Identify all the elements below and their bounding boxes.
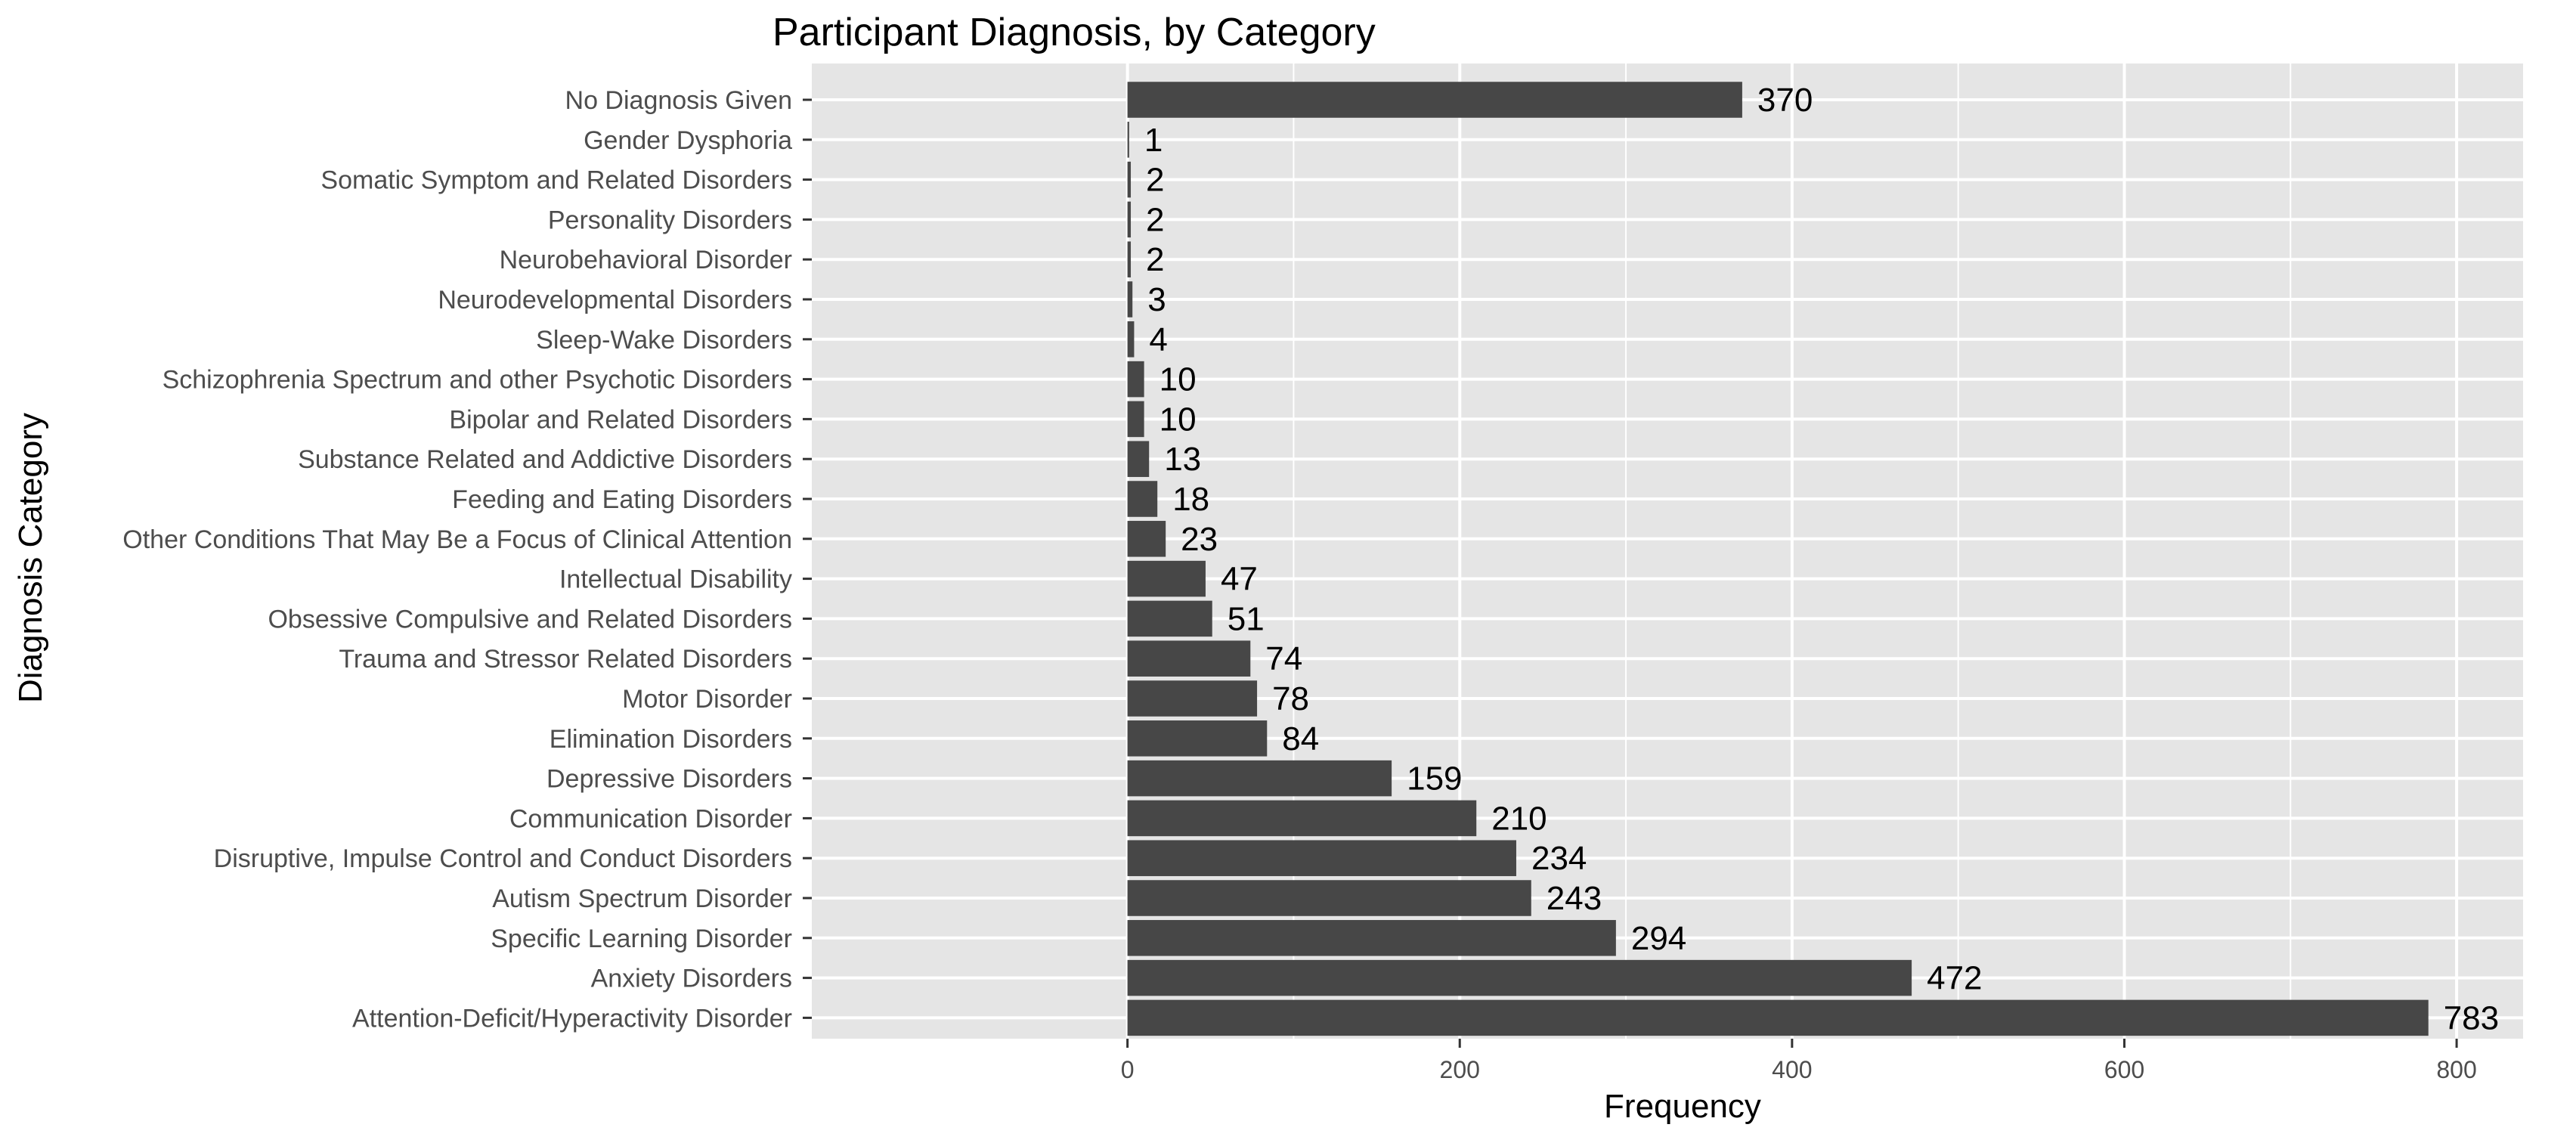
category-label: Intellectual Disability bbox=[559, 565, 792, 594]
data-label: 2 bbox=[1146, 201, 1164, 238]
bar bbox=[1127, 361, 1144, 398]
data-label: 18 bbox=[1172, 481, 1209, 518]
data-label: 3 bbox=[1147, 281, 1166, 318]
x-tick-label: 0 bbox=[1121, 1056, 1135, 1083]
category-label: Personality Disorders bbox=[548, 206, 792, 234]
bar bbox=[1127, 959, 1912, 996]
data-label: 51 bbox=[1228, 600, 1265, 637]
bar bbox=[1127, 122, 1129, 158]
bar bbox=[1127, 680, 1258, 717]
category-label: Specific Learning Disorder bbox=[491, 925, 792, 953]
bar bbox=[1127, 840, 1516, 876]
bar bbox=[1127, 920, 1616, 956]
bar bbox=[1127, 560, 1206, 597]
y-axis-categories: No Diagnosis Given Gender Dysphoria Somati… bbox=[122, 86, 812, 1033]
data-label: 472 bbox=[1927, 960, 1982, 997]
data-label: 294 bbox=[1631, 920, 1686, 957]
bar bbox=[1127, 600, 1212, 637]
data-label: 13 bbox=[1164, 441, 1201, 478]
category-label: Elimination Disorders bbox=[550, 725, 792, 754]
data-labels: 3701222341010131823475174788415921023424… bbox=[1144, 82, 2499, 1036]
data-label: 10 bbox=[1160, 361, 1197, 398]
x-tick-label: 200 bbox=[1440, 1056, 1480, 1083]
bar bbox=[1127, 999, 2429, 1036]
bar bbox=[1127, 281, 1133, 318]
bar bbox=[1127, 441, 1150, 477]
category-label: Neurobehavioral Disorder bbox=[500, 246, 792, 274]
category-label: Neurodevelopmental Disorders bbox=[438, 286, 792, 314]
category-label: Disruptive, Impulse Control and Conduct … bbox=[214, 844, 792, 873]
bar bbox=[1127, 640, 1251, 677]
x-axis-ticks: 0 200 400 600 800 bbox=[1121, 1039, 2477, 1083]
bar bbox=[1127, 82, 1742, 118]
bar bbox=[1127, 401, 1144, 438]
x-axis-title: Frequency bbox=[1604, 1088, 1761, 1125]
category-label: Other Conditions That May Be a Focus of … bbox=[122, 525, 792, 554]
data-label: 783 bbox=[2444, 999, 2499, 1036]
bar bbox=[1127, 720, 1268, 757]
category-label: Motor Disorder bbox=[622, 685, 792, 714]
category-label: Attention-Deficit/Hyperactivity Disorder bbox=[352, 1004, 792, 1033]
bar bbox=[1127, 800, 1477, 837]
category-label: Gender Dysphoria bbox=[584, 126, 792, 155]
bars bbox=[1127, 82, 2429, 1036]
data-label: 10 bbox=[1160, 401, 1197, 438]
bar bbox=[1127, 521, 1166, 557]
x-tick-label: 600 bbox=[2104, 1056, 2144, 1083]
data-label: 74 bbox=[1265, 640, 1302, 677]
bar bbox=[1127, 201, 1132, 238]
category-label: No Diagnosis Given bbox=[565, 86, 792, 115]
plot-panel bbox=[812, 64, 2523, 1039]
data-label: 2 bbox=[1146, 162, 1164, 199]
category-label: Substance Related and Addictive Disorder… bbox=[298, 445, 792, 474]
category-label: Autism Spectrum Disorder bbox=[492, 884, 792, 913]
data-label: 210 bbox=[1491, 800, 1547, 837]
bar bbox=[1127, 161, 1132, 198]
data-label: 78 bbox=[1272, 680, 1309, 717]
category-label: Schizophrenia Spectrum and other Psychot… bbox=[163, 366, 792, 395]
category-label: Communication Disorder bbox=[509, 804, 792, 833]
category-label: Anxiety Disorders bbox=[591, 965, 792, 993]
data-label: 84 bbox=[1282, 720, 1319, 757]
gridlines bbox=[812, 64, 2523, 1039]
data-label: 234 bbox=[1531, 840, 1587, 877]
bar bbox=[1127, 880, 1531, 916]
bar bbox=[1127, 321, 1135, 358]
bar bbox=[1127, 481, 1158, 517]
x-tick-label: 400 bbox=[1772, 1056, 1812, 1083]
data-label: 47 bbox=[1221, 561, 1258, 598]
y-axis-title: Diagnosis Category bbox=[12, 413, 49, 703]
data-label: 159 bbox=[1407, 760, 1462, 798]
category-label: Feeding and Eating Disorders bbox=[452, 485, 792, 514]
data-label: 1 bbox=[1144, 122, 1163, 159]
data-label: 243 bbox=[1547, 880, 1602, 917]
category-label: Trauma and Stressor Related Disorders bbox=[339, 645, 792, 674]
bar bbox=[1127, 241, 1132, 277]
x-tick-label: 800 bbox=[2436, 1056, 2476, 1083]
chart-title: Participant Diagnosis, by Category bbox=[772, 11, 1376, 54]
bar bbox=[1127, 760, 1392, 797]
category-label: Bipolar and Related Disorders bbox=[449, 405, 792, 434]
data-label: 2 bbox=[1146, 241, 1164, 278]
category-label: Somatic Symptom and Related Disorders bbox=[320, 166, 792, 195]
data-label: 23 bbox=[1181, 521, 1218, 558]
category-label: Depressive Disorders bbox=[546, 765, 792, 794]
category-label: Obsessive Compulsive and Related Disorde… bbox=[268, 605, 792, 633]
data-label: 370 bbox=[1757, 82, 1813, 119]
data-label: 4 bbox=[1149, 321, 1167, 358]
category-label: Sleep-Wake Disorders bbox=[536, 326, 792, 355]
